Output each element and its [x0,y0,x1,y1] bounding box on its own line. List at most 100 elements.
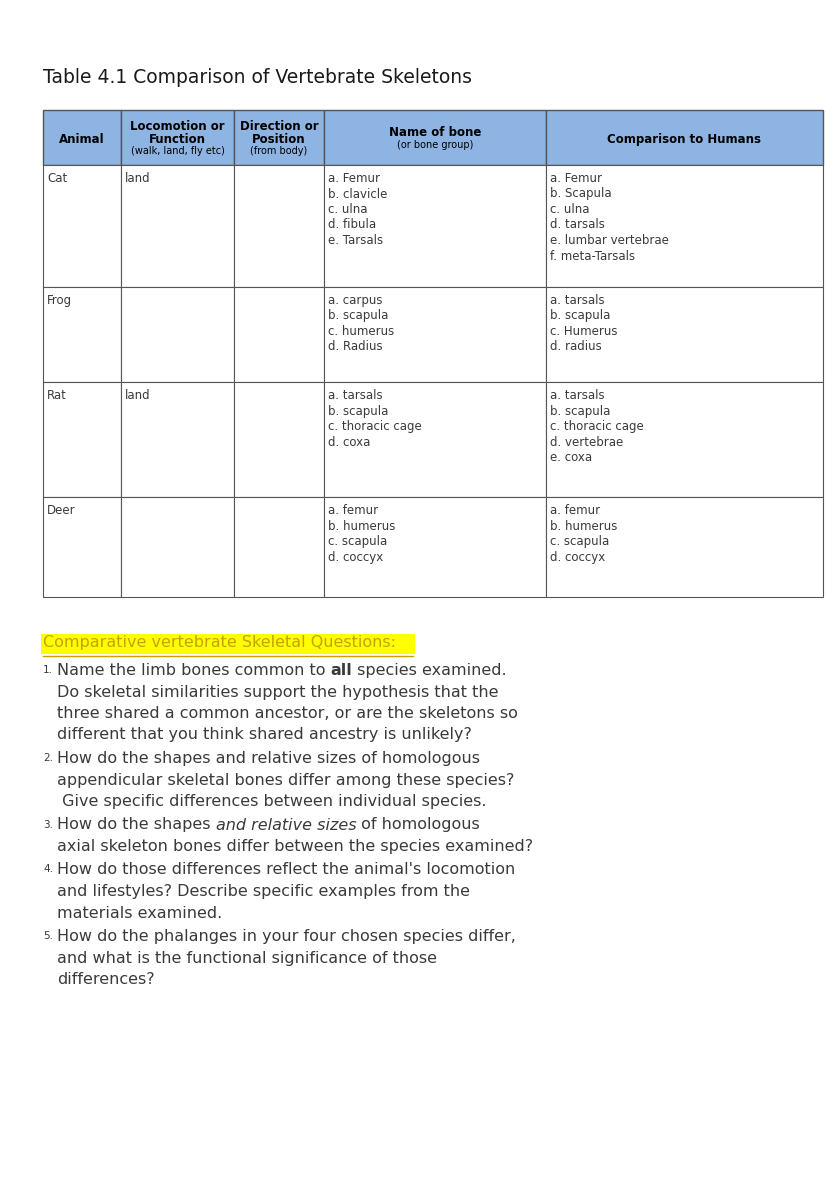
Bar [121,165,234,287]
Text: a. femur: a. femur [327,504,378,517]
Text: a. femur: a. femur [549,504,600,517]
Bar [121,287,234,383]
Bar [323,497,545,598]
Text: and what is the functional significance of those: and what is the functional significance … [57,950,437,966]
Text: Give specific differences between individual species.: Give specific differences between indivi… [57,794,486,809]
Text: Name of bone: Name of bone [389,126,480,139]
Text: b. humerus: b. humerus [549,519,617,532]
Bar [545,165,822,287]
Bar [545,497,822,598]
Text: a. tarsals: a. tarsals [327,388,382,402]
Text: Frog: Frog [47,293,72,307]
Bar [323,383,545,497]
Text: 1.: 1. [43,665,53,675]
Text: e. lumbar vertebrae: e. lumbar vertebrae [549,234,668,247]
Bar [234,383,323,497]
Text: Function: Function [149,133,206,146]
Text: different that you think shared ancestry is unlikely?: different that you think shared ancestry… [57,727,471,742]
Text: a. Femur: a. Femur [327,172,380,185]
Bar [234,287,323,383]
Text: axial skeleton bones differ between the species examined?: axial skeleton bones differ between the … [57,839,533,854]
Text: e. coxa: e. coxa [549,451,591,465]
Text: Animal: Animal [59,133,105,146]
Text: How do the shapes and relative sizes of homologous: How do the shapes and relative sizes of … [57,751,480,766]
Text: land: land [125,172,151,185]
Text: a. Femur: a. Femur [549,172,601,185]
Text: a. tarsals: a. tarsals [549,388,604,402]
Bar [234,165,323,287]
Text: 4.: 4. [43,865,53,874]
Bar [545,383,822,497]
Text: b. Scapula: b. Scapula [549,188,611,201]
Bar [234,497,323,598]
Bar [545,287,822,383]
Text: c. scapula: c. scapula [327,535,387,548]
Text: d. fibula: d. fibula [327,219,375,232]
Text: materials examined.: materials examined. [57,905,222,921]
Bar [41,634,414,655]
Text: (from body): (from body) [250,146,308,156]
Text: Deer: Deer [47,504,75,517]
Text: c. humerus: c. humerus [327,326,394,339]
Text: c. scapula: c. scapula [549,535,609,548]
Text: d. Radius: d. Radius [327,341,382,354]
Text: of homologous: of homologous [356,817,480,833]
Text: d. tarsals: d. tarsals [549,219,605,232]
Bar [121,110,234,165]
Text: appendicular skeletal bones differ among these species?: appendicular skeletal bones differ among… [57,772,514,788]
Text: b. humerus: b. humerus [327,519,395,532]
Text: b. clavicle: b. clavicle [327,188,387,201]
Bar [43,497,121,598]
Text: d. vertebrae: d. vertebrae [549,436,623,449]
Bar [323,110,545,165]
Text: and relative sizes: and relative sizes [215,817,356,833]
Text: Locomotion or: Locomotion or [130,120,225,133]
Text: all: all [330,663,352,678]
Text: c. thoracic cage: c. thoracic cage [327,421,421,432]
Bar [43,287,121,383]
Text: Comparative vertebrate Skeletal Questions:: Comparative vertebrate Skeletal Question… [43,636,395,650]
Text: species examined.: species examined. [352,663,506,678]
Text: three shared a common ancestor, or are the skeletons so: three shared a common ancestor, or are t… [57,706,517,721]
Text: 2.: 2. [43,753,53,763]
Text: d. coccyx: d. coccyx [549,550,605,563]
Text: d. coxa: d. coxa [327,436,370,449]
Text: (or bone group): (or bone group) [396,139,472,150]
Text: b. scapula: b. scapula [549,404,609,417]
Text: a. carpus: a. carpus [327,293,382,307]
Text: How do the phalanges in your four chosen species differ,: How do the phalanges in your four chosen… [57,929,515,944]
Text: d. radius: d. radius [549,341,601,354]
Text: How do the shapes: How do the shapes [57,817,215,833]
Bar [545,110,822,165]
Bar [43,383,121,497]
Text: b. scapula: b. scapula [327,310,388,322]
Text: a. tarsals: a. tarsals [549,293,604,307]
Text: 5.: 5. [43,931,53,941]
Text: Rat: Rat [47,388,67,402]
Text: 3.: 3. [43,820,53,829]
Bar [43,110,121,165]
Text: Cat: Cat [47,172,67,185]
Text: land: land [125,388,151,402]
Bar [323,287,545,383]
Bar [234,110,323,165]
Text: How do those differences reflect the animal's locomotion: How do those differences reflect the ani… [57,862,514,878]
Text: Comparison to Humans: Comparison to Humans [607,133,761,146]
Text: (walk, land, fly etc): (walk, land, fly etc) [131,146,224,156]
Text: c. Humerus: c. Humerus [549,326,617,339]
Text: and lifestyles? Describe specific examples from the: and lifestyles? Describe specific exampl… [57,884,470,899]
Text: b. scapula: b. scapula [327,404,388,417]
Text: f. meta-Tarsals: f. meta-Tarsals [549,249,634,263]
Text: Position: Position [252,133,305,146]
Bar [43,165,121,287]
Text: e. Tarsals: e. Tarsals [327,234,383,247]
Bar [323,165,545,287]
Text: b. scapula: b. scapula [549,310,609,322]
Text: c. thoracic cage: c. thoracic cage [549,421,643,432]
Bar [121,383,234,497]
Text: Do skeletal similarities support the hypothesis that the: Do skeletal similarities support the hyp… [57,684,498,700]
Text: differences?: differences? [57,972,155,987]
Bar [121,497,234,598]
Text: c. ulna: c. ulna [327,203,367,216]
Text: Direction or: Direction or [239,120,318,133]
